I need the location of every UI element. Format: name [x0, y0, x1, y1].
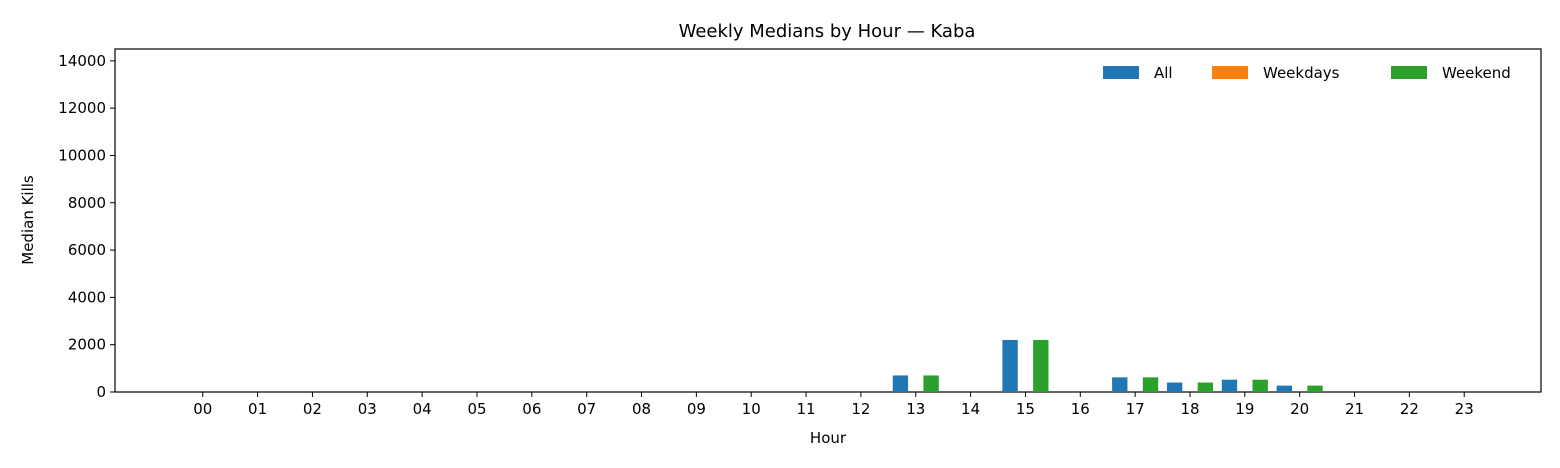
legend-swatch-weekdays — [1212, 66, 1248, 79]
y-axis-label: Median Kills — [19, 175, 37, 265]
legend-label-all: All — [1154, 64, 1173, 82]
x-tick-label: 13 — [906, 400, 925, 418]
x-tick-label: 14 — [961, 400, 980, 418]
legend-swatch-all — [1103, 66, 1139, 79]
y-tick-label: 8000 — [68, 194, 106, 212]
bar-all-18 — [1166, 382, 1183, 392]
x-tick-label: 03 — [358, 400, 377, 418]
bar-weekend-13 — [923, 375, 939, 392]
legend: All Weekdays Weekend — [1103, 64, 1511, 82]
bar-all-13 — [892, 375, 909, 392]
x-tick-label: 01 — [248, 400, 267, 418]
x-tick-label: 02 — [303, 400, 322, 418]
chart-title: Weekly Medians by Hour — Kaba — [679, 21, 976, 42]
bar-all-15 — [1002, 339, 1018, 392]
x-tick-label: 19 — [1235, 400, 1254, 418]
legend-label-weekdays: Weekdays — [1263, 64, 1340, 82]
x-tick-label: 11 — [797, 400, 816, 418]
x-tick-label: 08 — [632, 400, 651, 418]
x-tick-label: 20 — [1290, 400, 1309, 418]
x-tick-label: 09 — [687, 400, 706, 418]
x-tick-label: 18 — [1180, 400, 1199, 418]
bar-weekend-20 — [1307, 385, 1323, 392]
y-tick-label: 12000 — [58, 99, 106, 117]
x-tick-label: 21 — [1345, 400, 1364, 418]
y-tick-label: 2000 — [68, 336, 106, 354]
x-tick-label: 05 — [467, 400, 486, 418]
y-tick-label: 10000 — [58, 146, 106, 164]
x-tick-label: 17 — [1126, 400, 1145, 418]
bar-all-17 — [1112, 377, 1128, 392]
x-tick-label: 15 — [1016, 400, 1035, 418]
y-tick-label: 14000 — [58, 52, 106, 70]
y-tick-label: 0 — [96, 383, 106, 401]
bars — [892, 339, 1323, 392]
x-tick-label: 16 — [1071, 400, 1090, 418]
x-tick-label: 12 — [851, 400, 870, 418]
legend-label-weekend: Weekend — [1442, 64, 1511, 82]
bar-all-20 — [1276, 385, 1292, 392]
bar-weekend-19 — [1252, 379, 1268, 392]
plot-area — [114, 48, 1542, 393]
y-tick-label: 4000 — [68, 288, 106, 306]
x-tick-label: 07 — [577, 400, 596, 418]
x-tick-label: 10 — [742, 400, 761, 418]
bar-weekend-15 — [1033, 339, 1049, 392]
x-axis: 00 01 02 03 04 05 06 07 08 09 10 11 12 13 14 15 16 17 18 19… — [193, 392, 1474, 418]
x-tick-label: 00 — [193, 400, 212, 418]
bar-all-19 — [1221, 379, 1238, 392]
y-axis: 0 2000 4000 6000 8000 10000 12000 14000 — [58, 52, 115, 401]
x-tick-label: 22 — [1400, 400, 1419, 418]
y-tick-label: 6000 — [68, 241, 106, 259]
bar-weekend-18 — [1197, 382, 1214, 392]
legend-swatch-weekend — [1391, 66, 1427, 79]
bar-weekend-17 — [1142, 377, 1159, 392]
x-axis-label: Hour — [810, 429, 847, 447]
x-tick-label: 06 — [522, 400, 541, 418]
x-tick-label: 23 — [1455, 400, 1474, 418]
x-tick-label: 04 — [413, 400, 432, 418]
